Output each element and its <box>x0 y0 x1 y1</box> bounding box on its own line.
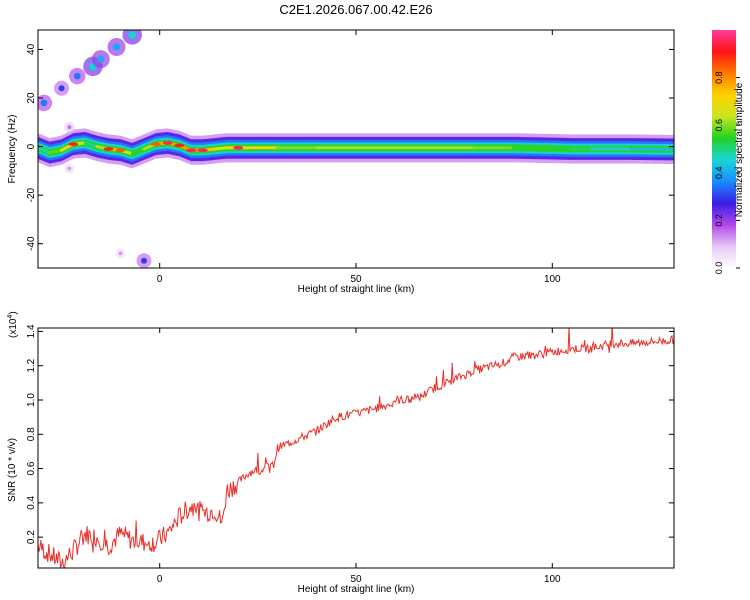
y-tick-label: 0.6 <box>26 461 37 475</box>
ridge-peak-marker <box>115 148 126 153</box>
x-tick-label: 50 <box>350 274 362 285</box>
ridge-peak-marker <box>233 145 244 150</box>
secondary-blob <box>141 257 147 264</box>
colorbar-tick-label: 0.0 <box>714 262 724 275</box>
ridge-peak-segment <box>38 146 52 155</box>
ridge-peak-marker <box>174 143 185 148</box>
ridge-peak-segment <box>130 147 146 156</box>
ridge-peak-marker <box>186 148 197 153</box>
colorbar: 0.0 0.2 0.4 0.6 0.8 Normalized spectral ampl… <box>712 30 745 274</box>
y-tick-label: 1.2 <box>26 358 37 372</box>
spectrogram-heat-layer <box>38 30 674 268</box>
ridge-peak-marker <box>162 141 173 145</box>
x-tick-label: 50 <box>350 574 362 585</box>
figure-title: C2E1.2026.067.00.42.E26 <box>279 2 432 17</box>
secondary-blob <box>97 55 105 63</box>
secondary-blob <box>40 99 48 107</box>
y-tick-label: 0.2 <box>26 530 37 544</box>
secondary-blob <box>118 251 123 256</box>
colorbar-ticks: 0.0 0.2 0.4 0.6 0.8 <box>714 71 740 274</box>
ridge-peak-segment <box>48 148 64 155</box>
y-tick-label: 0.8 <box>26 427 37 441</box>
colorbar-tick-label: 0.8 <box>714 71 724 84</box>
snr-line-layer <box>38 328 674 568</box>
ridge-peak-marker <box>150 142 161 146</box>
secondary-blob <box>67 166 72 171</box>
y-tick-label: 40 <box>26 43 37 55</box>
secondary-blob <box>73 72 81 80</box>
ridge-peak-segment <box>213 146 228 151</box>
ridge-peak-marker <box>197 148 208 153</box>
secondary-blob <box>67 125 72 130</box>
snr-y-axis-label: SNR (10 * v/v) <box>7 438 18 502</box>
snr-series-line <box>38 328 674 568</box>
y-tick-label: 1.4 <box>26 324 37 338</box>
spectrogram-ticks: 0 50 100 40 20 0 -20 -40 <box>26 30 674 285</box>
secondary-blob <box>112 43 121 51</box>
snr-ticks: 0 50 100 0.2 0.4 0.6 0.8 1.0 1.2 1.4 <box>26 324 674 585</box>
spectrogram-panel: 0 50 100 40 20 0 -20 -40 Height of straight lin… <box>7 29 675 295</box>
y-tick-label: 1.0 <box>26 393 37 407</box>
y-tick-label: -40 <box>26 236 37 251</box>
x-tick-label: 100 <box>544 274 561 285</box>
snr-panel: 0 50 100 0.2 0.4 0.6 0.8 1.0 1.2 1.4 Height of st… <box>7 311 675 595</box>
ridge-peak-segment <box>83 141 99 149</box>
y-tick-label: -20 <box>26 187 37 202</box>
x-tick-label: 100 <box>544 574 561 585</box>
y-tick-label: 20 <box>26 92 37 104</box>
ridge-peak-segment <box>511 146 554 151</box>
y-tick-label: 0.4 <box>26 495 37 509</box>
snr-y-multiplier-base: (x10 <box>8 318 19 338</box>
snr-y-multiplier: (x104) <box>7 311 19 338</box>
snr-plot-area <box>38 328 674 568</box>
y-tick-label: 0 <box>26 143 37 149</box>
secondary-blob <box>58 85 65 92</box>
spectrogram-y-axis-label: Frequency (Hz) <box>7 115 18 184</box>
colorbar-gradient <box>712 30 736 268</box>
secondary-blob <box>128 30 137 39</box>
colorbar-label: Normalized spectral amplitude <box>734 82 745 217</box>
x-tick-label: 0 <box>157 574 163 585</box>
colorbar-tick-label: 0.4 <box>714 167 724 180</box>
colorbar-tick-label: 0.6 <box>714 119 724 132</box>
snr-y-multiplier-close: ) <box>8 311 19 314</box>
colorbar-tick-label: 0.2 <box>714 214 724 227</box>
x-tick-label: 0 <box>157 274 163 285</box>
snr-x-axis-label: Height of straight line (km) <box>298 584 415 595</box>
ridge-peak-marker <box>68 142 79 146</box>
snr-y-multiplier-exponent: 4 <box>7 315 14 319</box>
spectrogram-x-axis-label: Height of straight line (km) <box>298 284 415 295</box>
ridge-peak-marker <box>103 147 114 151</box>
